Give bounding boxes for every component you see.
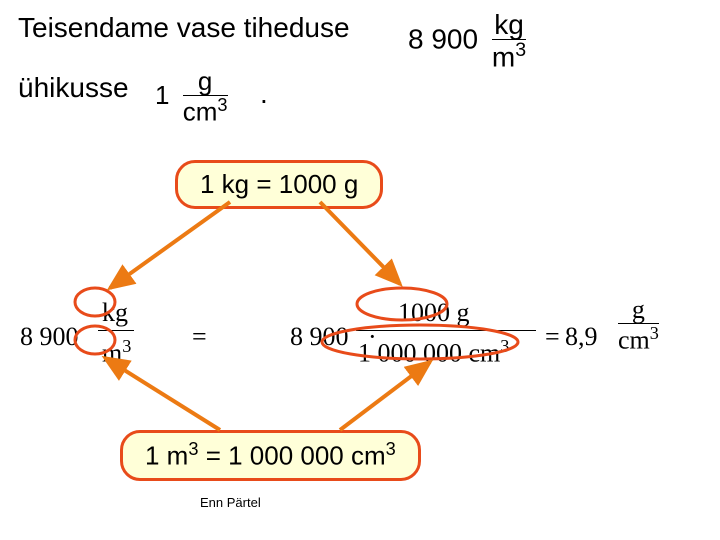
eq-mid-num: 1000 g [398,298,470,328]
density-expression: 8 900 kg m3 [408,10,526,72]
target-unit-num: g [183,68,228,95]
eq-lhs-unit-den: m3 [102,336,131,369]
target-coeff: 1 [155,80,169,110]
density-unit-num: kg [492,10,526,39]
equation: 8 900 kg m3 = 8 900 · 1000 g 1 000 000 c… [20,300,700,380]
target-unit-den: cm3 [183,95,228,126]
density-value: 8 900 [408,23,478,54]
eq-result-value: 8,9 [565,322,598,352]
conversion-box-kg-g: 1 kg = 1000 g [175,160,383,209]
eq-result-unit: g cm3 [618,296,659,354]
eq-lhs-unit-num: kg [102,298,128,328]
eq-mid-value: 8 900 [290,322,349,352]
author-credit: Enn Pärtel [200,495,261,510]
eq-mid-den: 1 000 000 cm3 [358,336,509,369]
eq-equals-2: = [545,322,560,352]
density-unit-den: m3 [492,39,526,72]
eq-lhs-value: 8 900 [20,322,79,352]
eq-equals-1: = [192,322,207,352]
eq-lhs-fracbar [98,330,134,331]
title-line1: Teisendame vase tiheduse [18,12,350,44]
conversion-box-m3-cm3: 1 m3 = 1 000 000 cm3 [120,430,421,481]
eq-mid-fracbar [356,330,536,331]
target-unit: 1 g cm3 [155,68,228,126]
title-line2: ühikusse [18,72,129,104]
period: . [260,78,268,110]
